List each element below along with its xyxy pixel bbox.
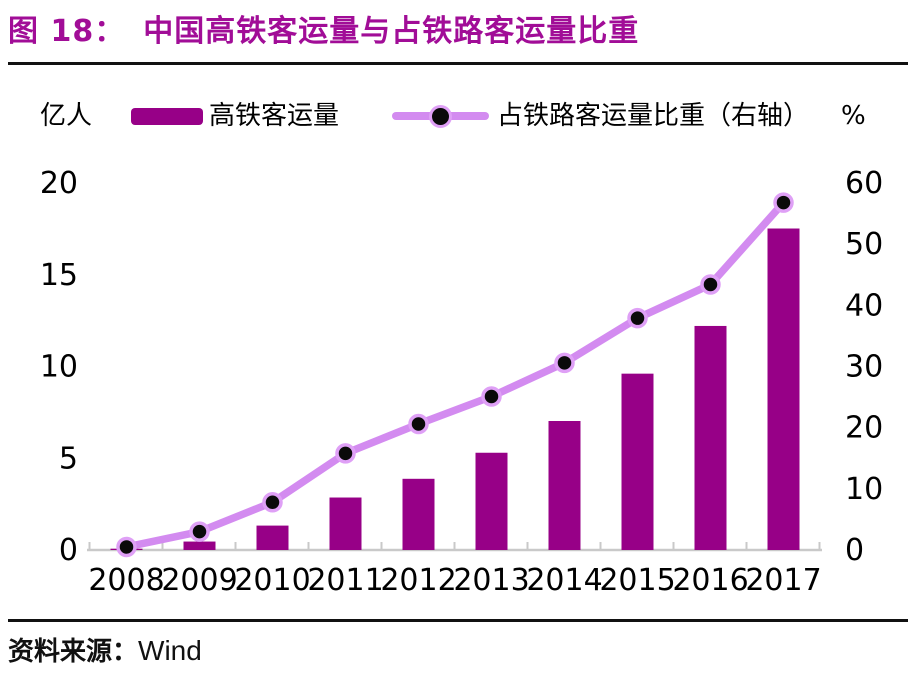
left-axis-unit: 亿人 [40,101,93,131]
right-axis-tick-label: 60 [845,166,883,201]
right-axis-tick-label: 40 [845,288,883,323]
left-axis-tick-label: 20 [40,166,78,201]
marker-2015 [627,307,648,329]
left-axis-tick-label: 5 [59,441,78,476]
x-axis-category-label: 2008 [88,563,164,598]
marker-2013 [481,386,502,407]
marker-2008 [116,536,137,558]
bar-legend-label: 高铁客运量 [209,101,340,131]
right-axis-tick-label: 30 [845,350,883,385]
x-axis-category-label: 2016 [672,563,748,598]
x-axis-category-label: 2013 [453,563,529,598]
bar-2015 [621,373,654,550]
x-axis-category-label: 2015 [599,563,675,598]
x-axis-category-label: 2012 [380,563,456,598]
left-axis-tick-label: 0 [59,533,78,568]
left-axis-tick-label: 15 [40,258,78,293]
share-line [122,198,788,551]
footer-divider [8,619,908,622]
bar-2017 [767,228,800,550]
figure-number: 图 18： [8,14,126,49]
right-axis-tick-label: 50 [845,227,883,262]
x-axis-category-label: 2011 [307,563,383,598]
marker-2010 [262,492,283,513]
title-divider [8,62,908,65]
x-axis-category-label: 2017 [745,563,821,598]
bar-2012 [402,478,435,550]
bar-2009 [183,541,216,550]
right-axis-tick-label: 10 [845,472,883,507]
x-axis-category-label: 2009 [161,563,237,598]
marker-2012 [408,413,429,435]
source-value: Wind [138,635,202,666]
right-axis-tick-label: 20 [845,411,883,446]
marker-2011 [335,443,356,464]
right-axis-unit: % [841,101,866,131]
bar-2013 [475,452,508,550]
line-legend-marker-icon [429,104,452,128]
figure-title-text: 中国高铁客运量与占铁路客运量比重 [143,14,640,49]
x-axis-category-label: 2014 [526,563,602,598]
bar-2011 [329,497,362,550]
source-label: 资料来源： [8,637,139,667]
plot: 0510152001020304050602008200920102011201… [40,166,883,598]
bar-2016 [694,325,727,550]
figure-title: 图 18： 中国高铁客运量与占铁路客运量比重 [8,6,639,50]
x-axis-category-label: 2010 [234,563,310,598]
marker-2009 [189,521,210,542]
marker-2014 [554,352,575,374]
line-legend-swatch [392,104,489,128]
bar-legend-swatch [131,108,203,125]
line-legend-label: 占铁路客运量比重（右轴） [497,101,810,131]
bar-2014 [548,420,581,550]
legend: 亿人 高铁客运量 占铁路客运量比重（右轴） % [0,96,916,136]
left-axis-tick-label: 10 [40,350,78,385]
right-axis-tick-label: 0 [845,533,864,568]
source-note: 资料来源：Wind [8,631,202,668]
bar-2010 [256,525,289,550]
marker-2017 [773,192,794,213]
marker-2016 [700,274,721,295]
